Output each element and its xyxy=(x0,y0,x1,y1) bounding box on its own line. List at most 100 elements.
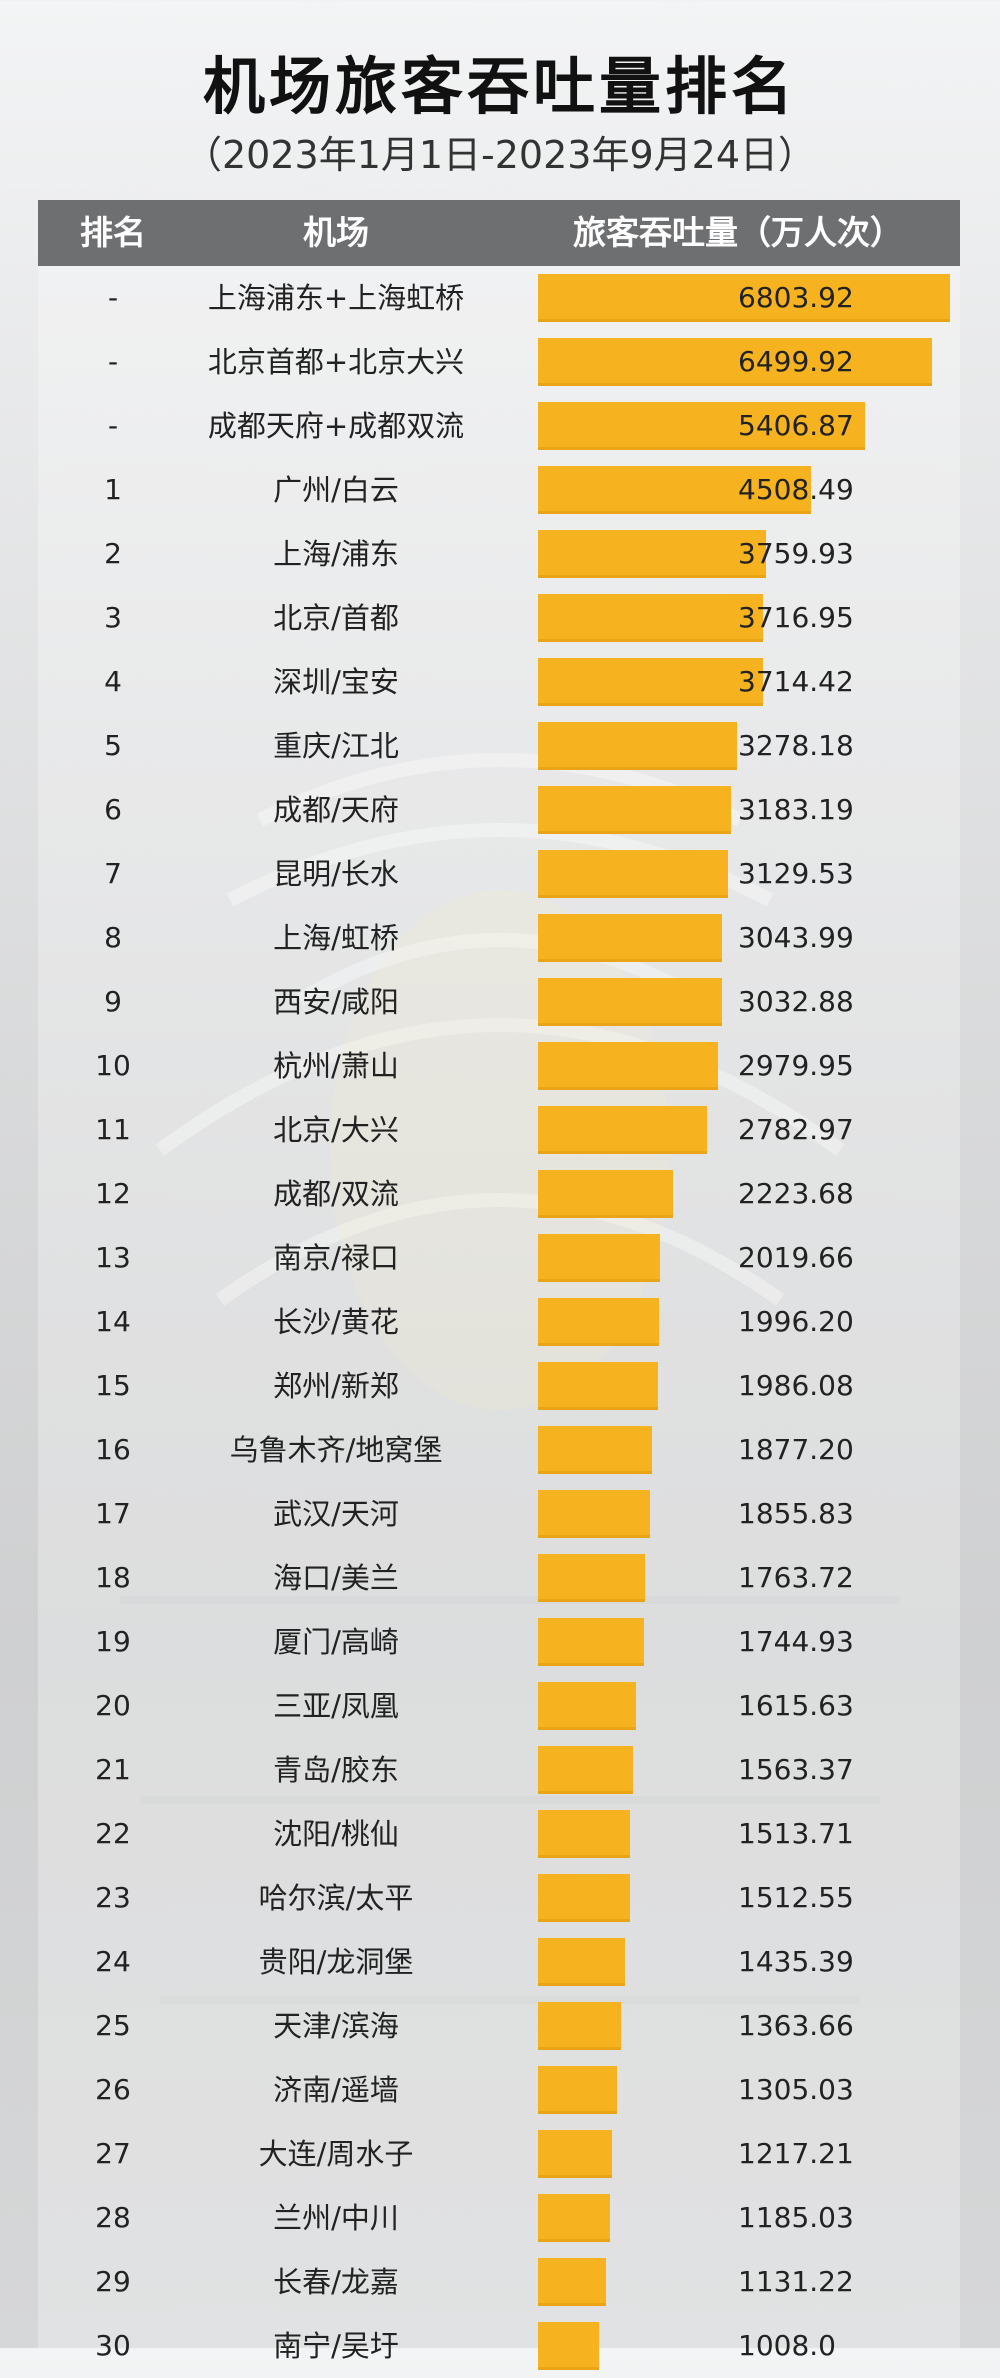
value-label: 2019.66 xyxy=(738,1241,854,1274)
rank-label: 21 xyxy=(95,1753,131,1786)
value-label: 6499.92 xyxy=(738,345,854,378)
airport-label: 济南/遥墙 xyxy=(273,2073,399,2107)
value-label: 3129.53 xyxy=(738,857,854,890)
airport-label: 成都/双流 xyxy=(273,1177,399,1211)
table-row: 28 兰州/中川 1185.03 xyxy=(38,2186,960,2250)
airport-label: 成都/天府 xyxy=(273,793,399,827)
table-row: - 北京首都+北京大兴 6499.92 xyxy=(38,330,960,394)
rank-label: 14 xyxy=(95,1305,131,1338)
value-bar xyxy=(538,850,728,898)
rank-label: 3 xyxy=(104,601,122,634)
value-label: 3043.99 xyxy=(738,921,854,954)
airport-label: 西安/咸阳 xyxy=(273,985,399,1019)
airport-label: 青岛/胶东 xyxy=(273,1753,399,1787)
rank-label: - xyxy=(107,345,119,378)
table-row: 4 深圳/宝安 3714.42 xyxy=(38,650,960,714)
table-row: 2 上海/浦东 3759.93 xyxy=(38,522,960,586)
table-row: 30 南宁/吴圩 1008.0 xyxy=(38,2314,960,2378)
value-label: 3278.18 xyxy=(738,729,854,762)
value-bar xyxy=(538,1106,707,1154)
value-label: 1563.37 xyxy=(738,1753,854,1786)
value-bar xyxy=(538,2194,610,2242)
rank-label: 13 xyxy=(95,1241,131,1274)
rank-label: 10 xyxy=(95,1049,131,1082)
airport-label: 长沙/黄花 xyxy=(273,1305,399,1339)
ranking-table: 排名 机场 旅客吞吐量（万人次） - 上海浦东+上海虹桥 6803.92 - 北京首都+… xyxy=(38,200,960,2370)
rank-label: 12 xyxy=(95,1177,131,1210)
rank-label: 25 xyxy=(95,2009,131,2042)
table-row: 15 郑州/新郑 1986.08 xyxy=(38,1354,960,1418)
airport-label: 乌鲁木齐/地窝堡 xyxy=(229,1433,443,1467)
airport-label: 南京/禄口 xyxy=(273,1241,399,1275)
value-bar xyxy=(538,2066,617,2114)
table-row: 1 广州/白云 4508.49 xyxy=(38,458,960,522)
value-label: 3759.93 xyxy=(738,537,854,570)
value-label: 1744.93 xyxy=(738,1625,854,1658)
value-bar xyxy=(538,658,763,706)
airport-label: 三亚/凤凰 xyxy=(273,1689,399,1723)
rank-label: 18 xyxy=(95,1561,131,1594)
rank-label: 9 xyxy=(104,985,122,1018)
value-bar xyxy=(538,466,811,514)
value-bar xyxy=(538,594,763,642)
value-bar xyxy=(538,1874,630,1922)
value-label: 3032.88 xyxy=(738,985,854,1018)
rank-label: 17 xyxy=(95,1497,131,1530)
table-row: 26 济南/遥墙 1305.03 xyxy=(38,2058,960,2122)
rank-label: 6 xyxy=(104,793,122,826)
rank-label: 8 xyxy=(104,921,122,954)
airport-label: 北京/首都 xyxy=(273,601,399,635)
airport-label: 上海浦东+上海虹桥 xyxy=(207,281,465,315)
value-bar xyxy=(538,1426,652,1474)
table-header: 排名 机场 旅客吞吐量（万人次） xyxy=(38,200,960,266)
airport-label: 北京首都+北京大兴 xyxy=(207,345,465,379)
rank-label: 11 xyxy=(95,1113,131,1146)
table-row: 8 上海/虹桥 3043.99 xyxy=(38,906,960,970)
value-label: 1855.83 xyxy=(738,1497,854,1530)
table-row: 21 青岛/胶东 1563.37 xyxy=(38,1738,960,1802)
rank-label: - xyxy=(107,281,119,314)
table-row: 17 武汉/天河 1855.83 xyxy=(38,1482,960,1546)
rank-label: 7 xyxy=(104,857,122,890)
rank-label: 26 xyxy=(95,2073,131,2106)
airport-label: 郑州/新郑 xyxy=(273,1369,399,1403)
value-bar xyxy=(538,1234,660,1282)
rank-label: - xyxy=(107,409,119,442)
table-row: 16 乌鲁木齐/地窝堡 1877.20 xyxy=(38,1418,960,1482)
airport-label: 上海/浦东 xyxy=(273,537,399,571)
value-label: 2782.97 xyxy=(738,1113,854,1146)
rank-label: 5 xyxy=(104,729,122,762)
rank-label: 15 xyxy=(95,1369,131,1402)
value-bar xyxy=(538,2322,599,2370)
table-row: 18 海口/美兰 1763.72 xyxy=(38,1546,960,1610)
value-label: 1513.71 xyxy=(738,1817,854,1850)
value-bar xyxy=(538,978,722,1026)
header-airport: 机场 xyxy=(303,213,369,252)
airport-label: 沈阳/桃仙 xyxy=(273,1817,399,1851)
value-label: 1185.03 xyxy=(738,2201,854,2234)
airport-label: 成都天府+成都双流 xyxy=(207,409,465,443)
value-label: 1008.0 xyxy=(738,2329,836,2362)
table-row: 23 哈尔滨/太平 1512.55 xyxy=(38,1866,960,1930)
table-row: 19 厦门/高崎 1744.93 xyxy=(38,1610,960,1674)
table-row: 11 北京/大兴 2782.97 xyxy=(38,1098,960,1162)
table-row: 27 大连/周水子 1217.21 xyxy=(38,2122,960,2186)
value-label: 1877.20 xyxy=(738,1433,854,1466)
value-bar xyxy=(538,530,766,578)
table-row: 14 长沙/黄花 1996.20 xyxy=(38,1290,960,1354)
rank-label: 27 xyxy=(95,2137,131,2170)
table-row: 9 西安/咸阳 3032.88 xyxy=(38,970,960,1034)
value-bar xyxy=(538,786,731,834)
value-bar xyxy=(538,1810,630,1858)
rank-label: 4 xyxy=(104,665,122,698)
value-label: 6803.92 xyxy=(738,281,854,314)
value-label: 1131.22 xyxy=(738,2265,854,2298)
value-label: 1363.66 xyxy=(738,2009,854,2042)
rank-label: 30 xyxy=(95,2329,131,2362)
rank-label: 28 xyxy=(95,2201,131,2234)
table-row: 6 成都/天府 3183.19 xyxy=(38,778,960,842)
value-label: 4508.49 xyxy=(738,473,854,506)
table-row: - 成都天府+成都双流 5406.87 xyxy=(38,394,960,458)
airport-label: 昆明/长水 xyxy=(273,857,399,891)
rank-label: 22 xyxy=(95,1817,131,1850)
